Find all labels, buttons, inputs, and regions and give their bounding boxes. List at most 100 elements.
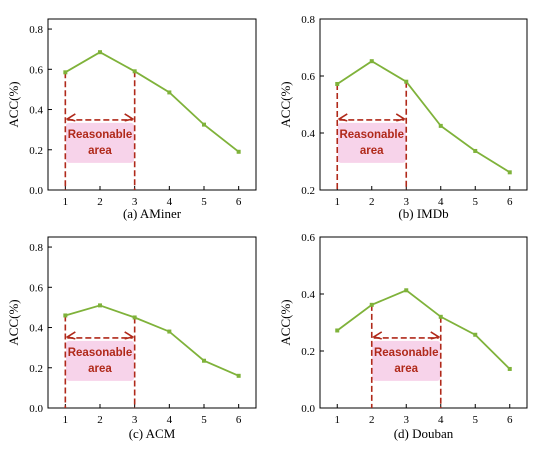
- annotation-highlight: [337, 122, 406, 163]
- plot-frame: [319, 18, 528, 191]
- y-tick-label: 0.6: [301, 71, 315, 83]
- y-tick-label: 0.2: [29, 145, 43, 157]
- arrow-head-left: [65, 113, 76, 122]
- y-axis-label: ACC(%): [278, 299, 293, 345]
- y-tick-label: 0.8: [29, 24, 43, 36]
- x-tick-label: 1: [335, 196, 341, 208]
- x-tick-label: 4: [167, 196, 173, 208]
- chart-panel: 0.2 0.4 0.6 0.8 1 2 3 4 5 6 ACC(%) (b) IMDb Reasonab…: [278, 14, 528, 221]
- annotation-highlight: [66, 122, 134, 163]
- y-tick-label: 0.4: [301, 128, 315, 140]
- data-point: [473, 332, 478, 337]
- chart-caption: (c) ACM: [129, 426, 176, 441]
- plot-frame: [47, 236, 257, 409]
- data-point: [132, 315, 137, 320]
- y-tick-label: 0.0: [301, 403, 315, 415]
- data-point: [473, 148, 478, 153]
- annotation-highlight: [66, 340, 134, 381]
- data-point: [167, 90, 172, 95]
- data-point: [404, 288, 409, 293]
- accuracy-series-line: [336, 60, 511, 174]
- data-point: [98, 50, 102, 55]
- y-axis-label: ACC(%): [6, 299, 21, 345]
- chart-caption: (b) IMDb: [398, 206, 448, 221]
- data-point: [63, 313, 68, 318]
- x-tick-label: 6: [236, 196, 242, 208]
- data-point: [167, 329, 172, 334]
- reasonable-area-label: Reasonable: [339, 129, 404, 141]
- data-point: [507, 366, 512, 371]
- arrow-head-left: [337, 113, 348, 122]
- chart-panel: 0.0 0.2 0.4 0.6 1 2 3 4 5 6 ACC(%) (d) Douban Reason…: [278, 232, 528, 441]
- data-point: [63, 70, 68, 75]
- annotation-highlight: [372, 340, 441, 381]
- x-tick-label: 6: [507, 414, 513, 426]
- x-tick-label: 3: [132, 196, 138, 208]
- data-point: [202, 122, 206, 127]
- data-point: [236, 373, 241, 378]
- y-tick-label: 0.4: [29, 323, 43, 335]
- y-tick-label: 0.2: [301, 185, 315, 197]
- reasonable-area-label: Reasonable: [68, 347, 133, 359]
- data-point: [369, 59, 374, 64]
- y-tick-label: 0.0: [29, 185, 43, 197]
- plot-frame: [47, 18, 257, 191]
- arrow-head-right: [124, 113, 135, 122]
- accuracy-series-line: [65, 304, 240, 377]
- y-tick-label: 0.6: [301, 232, 315, 244]
- x-tick-label: 2: [97, 196, 103, 208]
- arrow-head-left: [371, 331, 383, 340]
- x-tick-label: 2: [97, 414, 103, 426]
- data-point: [335, 328, 340, 333]
- data-point: [369, 302, 374, 307]
- y-axis-label: ACC(%): [6, 81, 21, 127]
- data-point: [202, 358, 206, 363]
- y-tick-label: 0.0: [29, 403, 43, 415]
- y-tick-label: 0.2: [301, 346, 315, 358]
- x-tick-label: 6: [236, 414, 242, 426]
- x-tick-label: 1: [63, 414, 69, 426]
- y-tick-label: 0.6: [29, 282, 43, 294]
- data-point: [236, 149, 241, 154]
- x-tick-label: 4: [438, 414, 444, 426]
- reasonable-area-label: area: [88, 145, 112, 157]
- arrow-head-right: [124, 331, 135, 340]
- x-tick-label: 5: [473, 196, 479, 208]
- y-tick-label: 0.6: [29, 64, 43, 76]
- y-tick-label: 0.2: [29, 363, 43, 375]
- y-tick-label: 0.4: [301, 289, 315, 301]
- plot-frame: [319, 236, 528, 409]
- data-point: [132, 69, 137, 74]
- x-tick-label: 3: [132, 414, 138, 426]
- x-tick-label: 4: [167, 414, 173, 426]
- chart-panel: 0.0 0.2 0.4 0.6 0.8 1 2 3 4 5 6 ACC(%) (c) ACM Reason…: [6, 236, 257, 441]
- x-tick-label: 1: [63, 196, 69, 208]
- reasonable-area-label: area: [88, 363, 112, 375]
- accuracy-series-line: [64, 51, 240, 153]
- x-tick-label: 6: [507, 196, 513, 208]
- data-point: [507, 170, 512, 175]
- accuracy-series-line: [336, 289, 511, 370]
- data-point: [438, 314, 443, 319]
- reasonable-area-label: Reasonable: [68, 129, 133, 141]
- reasonable-area-label: Reasonable: [374, 347, 439, 359]
- data-point: [335, 81, 340, 86]
- data-point: [438, 123, 443, 128]
- data-point: [404, 79, 409, 84]
- x-tick-label: 3: [404, 196, 410, 208]
- y-tick-label: 0.8: [29, 242, 43, 254]
- x-tick-label: 1: [335, 414, 341, 426]
- data-point: [98, 303, 102, 308]
- x-tick-label: 5: [201, 414, 207, 426]
- arrow-head-right: [430, 331, 441, 340]
- y-axis-label: ACC(%): [278, 81, 293, 127]
- reasonable-area-label: area: [360, 145, 384, 157]
- y-tick-label: 0.4: [29, 105, 43, 117]
- x-tick-label: 3: [404, 414, 410, 426]
- arrow-head-left: [65, 331, 76, 340]
- x-tick-label: 5: [473, 414, 479, 426]
- x-tick-label: 5: [201, 196, 207, 208]
- arrow-head-right: [395, 113, 407, 122]
- chart-panel: 0.0 0.2 0.4 0.6 0.8 1 2 3 4 5 6 ACC(%) (a) AMiner Rea…: [6, 18, 257, 221]
